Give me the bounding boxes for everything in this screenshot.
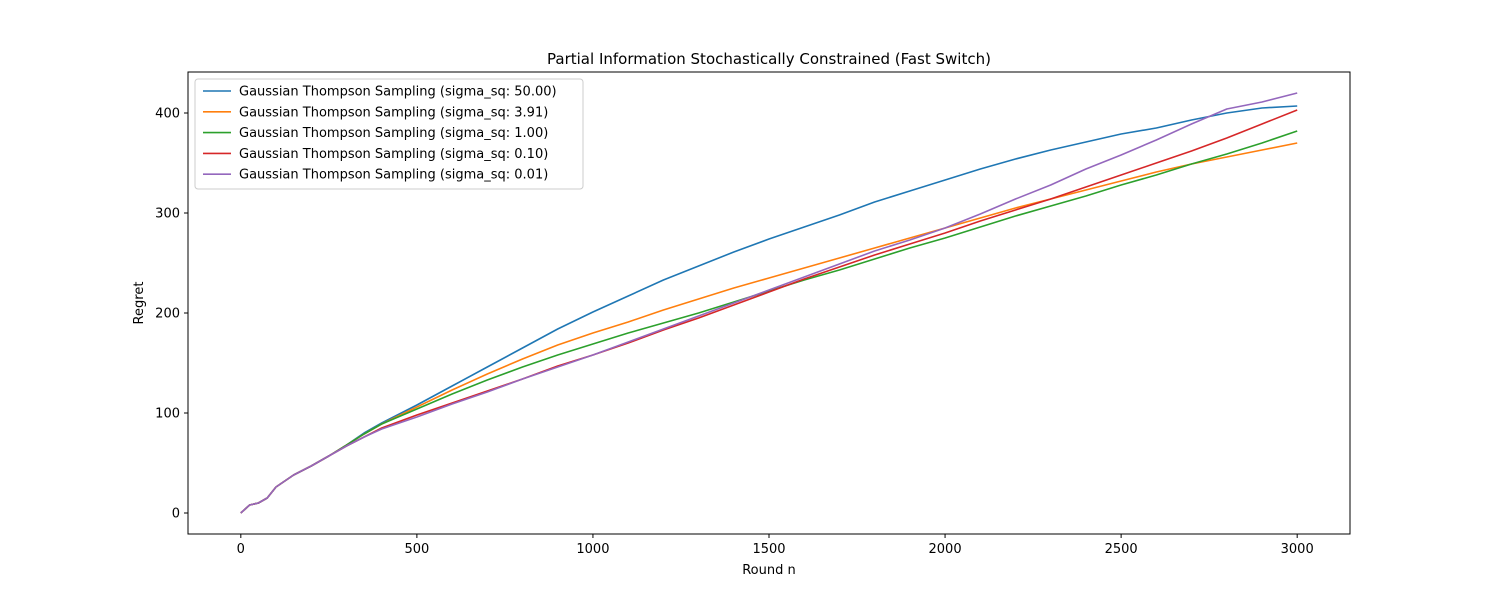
chart-title: Partial Information Stochastically Const…: [547, 50, 991, 68]
x-tick-label: 0: [237, 542, 245, 557]
y-axis: 0 100 200 300 400: [155, 107, 188, 522]
x-axis-label: Round n: [742, 563, 796, 578]
x-axis: 0 500 1000 1500 2000 2500 3000: [237, 534, 1314, 557]
legend-entry-3: Gaussian Thompson Sampling (sigma_sq: 1.…: [239, 126, 548, 141]
y-tick-label: 200: [155, 307, 180, 322]
x-tick-label: 1500: [752, 542, 785, 557]
y-tick-label: 0: [172, 507, 180, 522]
series-line-5: [240, 92, 1298, 514]
x-tick-label: 2500: [1105, 542, 1138, 557]
legend-box: [194, 78, 584, 190]
x-tick-label: 500: [404, 542, 429, 557]
legend-entry-5: Gaussian Thompson Sampling (sigma_sq: 0.…: [239, 168, 548, 183]
legend: Gaussian Thompson Sampling (sigma_sq: 50…: [194, 78, 584, 190]
y-tick-label: 400: [155, 107, 180, 122]
legend-entry-2: Gaussian Thompson Sampling (sigma_sq: 3.…: [239, 105, 548, 120]
x-tick-label: 1000: [576, 542, 609, 557]
legend-entry-1: Gaussian Thompson Sampling (sigma_sq: 50…: [239, 85, 557, 100]
y-axis-label: Regret: [132, 282, 147, 325]
plot-area: [240, 92, 1298, 514]
x-tick-label: 2000: [929, 542, 962, 557]
y-tick-label: 100: [155, 407, 180, 422]
x-tick-label: 3000: [1281, 542, 1314, 557]
y-tick-label: 300: [155, 207, 180, 222]
series-line-2: [240, 142, 1298, 514]
legend-entry-4: Gaussian Thompson Sampling (sigma_sq: 0.…: [239, 147, 548, 162]
